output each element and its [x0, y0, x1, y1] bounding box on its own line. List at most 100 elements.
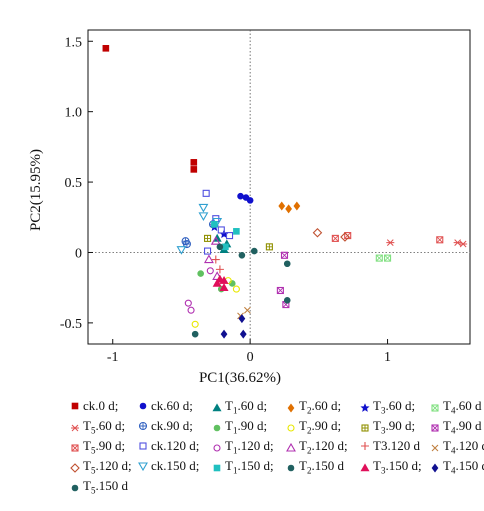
legend-label: ck.0 d;: [83, 398, 119, 413]
legend-item: ck.150 d;: [138, 456, 199, 476]
legend-marker: [213, 464, 221, 472]
legend-marker: [71, 484, 79, 492]
legend-label: T2.120 d;: [299, 438, 348, 456]
legend-label: ck.150 d;: [151, 458, 200, 473]
legend-marker-shape: [213, 464, 221, 472]
legend-label: ck.120 d;: [151, 438, 200, 453]
reference-lines: [88, 30, 470, 344]
legend-marker: [213, 444, 221, 452]
data-point: [340, 232, 350, 242]
data-point: [283, 297, 291, 304]
data-point: [219, 283, 229, 291]
legend-marker-shape: [71, 444, 79, 452]
legend-item: ck.90 d;: [138, 416, 193, 436]
legend-item: T1.120 d;: [212, 436, 274, 461]
legend-marker: [70, 463, 80, 474]
legend-marker-shape: [71, 402, 79, 410]
y-tick-label: 1.0: [65, 106, 83, 121]
legend-label: T1.120 d;: [225, 438, 274, 456]
legend-label: T2.90 d;: [299, 418, 342, 436]
data-point: [237, 192, 244, 200]
x-tick-label: 0: [247, 350, 254, 365]
legend-marker-shape: [431, 424, 439, 432]
legend-marker-shape: [360, 463, 370, 472]
legend-marker: [431, 463, 439, 473]
legend-marker-shape: [139, 442, 147, 450]
legend-marker-shape: [70, 463, 80, 474]
legend-item: ck.0 d;: [70, 396, 118, 416]
legend-label: T3.60 d;: [373, 398, 416, 416]
legend-item: T3.90 d;: [360, 416, 415, 441]
data-points: [102, 45, 468, 339]
legend-marker-shape: [71, 484, 79, 492]
legend-marker-shape: [287, 464, 295, 472]
legend-marker: [431, 404, 439, 412]
data-point: [176, 246, 187, 255]
legend-marker: [287, 464, 295, 472]
data-point: [202, 189, 210, 197]
data-point: [217, 226, 225, 234]
y-axis-label: PC2(15.95%): [28, 149, 44, 231]
data-point: [386, 239, 395, 246]
legend-item: ck.60 d;: [138, 396, 193, 416]
axis-ticks: -1 0 1 -0.5 0 0.5 1.0 1.5: [60, 35, 391, 365]
legend-item: T5.90 d;: [70, 436, 125, 461]
data-point: [238, 314, 246, 324]
data-point: [197, 270, 204, 277]
data-point: [285, 204, 292, 214]
legend-label: T4.60 d: [443, 398, 482, 416]
pca-scatter-chart: -1 0 1 -0.5 0 0.5 1.0 1.5 PC1(36.62%) PC2(15.95…: [28, 29, 471, 386]
data-point: [280, 251, 289, 259]
legend-marker: [139, 442, 147, 450]
data-point: [191, 320, 199, 328]
legend-item: T5.120 d;: [70, 456, 132, 481]
data-point: [184, 299, 192, 307]
legend-marker: [360, 403, 370, 413]
legend-label: T4.90 d: [443, 418, 482, 436]
data-point: [246, 197, 254, 204]
y-tick-label: -0.5: [60, 317, 82, 332]
legend-label: T5.120 d;: [83, 458, 132, 476]
data-point: [278, 201, 286, 211]
legend-item: T3.150 d;: [360, 456, 422, 481]
data-point: [384, 254, 392, 262]
legend-label: T3.150 d;: [373, 458, 422, 476]
legend-label: T1.90 d;: [225, 418, 268, 436]
legend-marker-shape: [213, 424, 221, 432]
legend-item: T4.150 d;: [430, 456, 484, 481]
legend-label: T5.150 d: [83, 478, 128, 496]
data-point: [283, 260, 291, 268]
legend-marker: [287, 403, 295, 413]
legend-label: T2.150 d: [299, 458, 344, 476]
legend-label: ck.60 d;: [151, 398, 193, 413]
legend-item: T3.60 d;: [360, 396, 415, 421]
data-point: [233, 228, 240, 235]
legend-marker-shape: [286, 443, 296, 452]
legend-marker: [213, 424, 221, 432]
data-point: [453, 239, 462, 246]
legend-marker-shape: [431, 444, 439, 452]
data-point: [211, 221, 218, 228]
legend-item: T2.150 d: [286, 456, 344, 481]
data-point: [190, 166, 198, 173]
legend-item: T1.60 d;: [212, 396, 267, 421]
legend-label: T3.90 d;: [373, 418, 416, 436]
legend-item: T5.60 d;: [70, 416, 125, 441]
data-point: [215, 265, 224, 274]
data-point: [215, 274, 225, 283]
legend-item: T2.60 d;: [286, 396, 341, 421]
legend-marker-shape: [360, 403, 370, 413]
data-point: [198, 212, 209, 221]
data-point: [276, 286, 284, 295]
legend-label: T4.120 d;: [443, 438, 484, 456]
y-tick-label: 0: [75, 246, 82, 261]
legend-item: T1.90 d;: [212, 416, 267, 441]
x-axis-label: PC1(36.62%): [199, 370, 281, 386]
legend-marker: [71, 424, 79, 432]
data-point: [203, 254, 214, 264]
data-point: [210, 236, 221, 245]
y-tick-label: 0.5: [65, 176, 83, 191]
legend-marker-shape: [213, 444, 221, 452]
legend-marker-shape: [431, 404, 439, 412]
x-tick-label: 1: [384, 350, 391, 365]
